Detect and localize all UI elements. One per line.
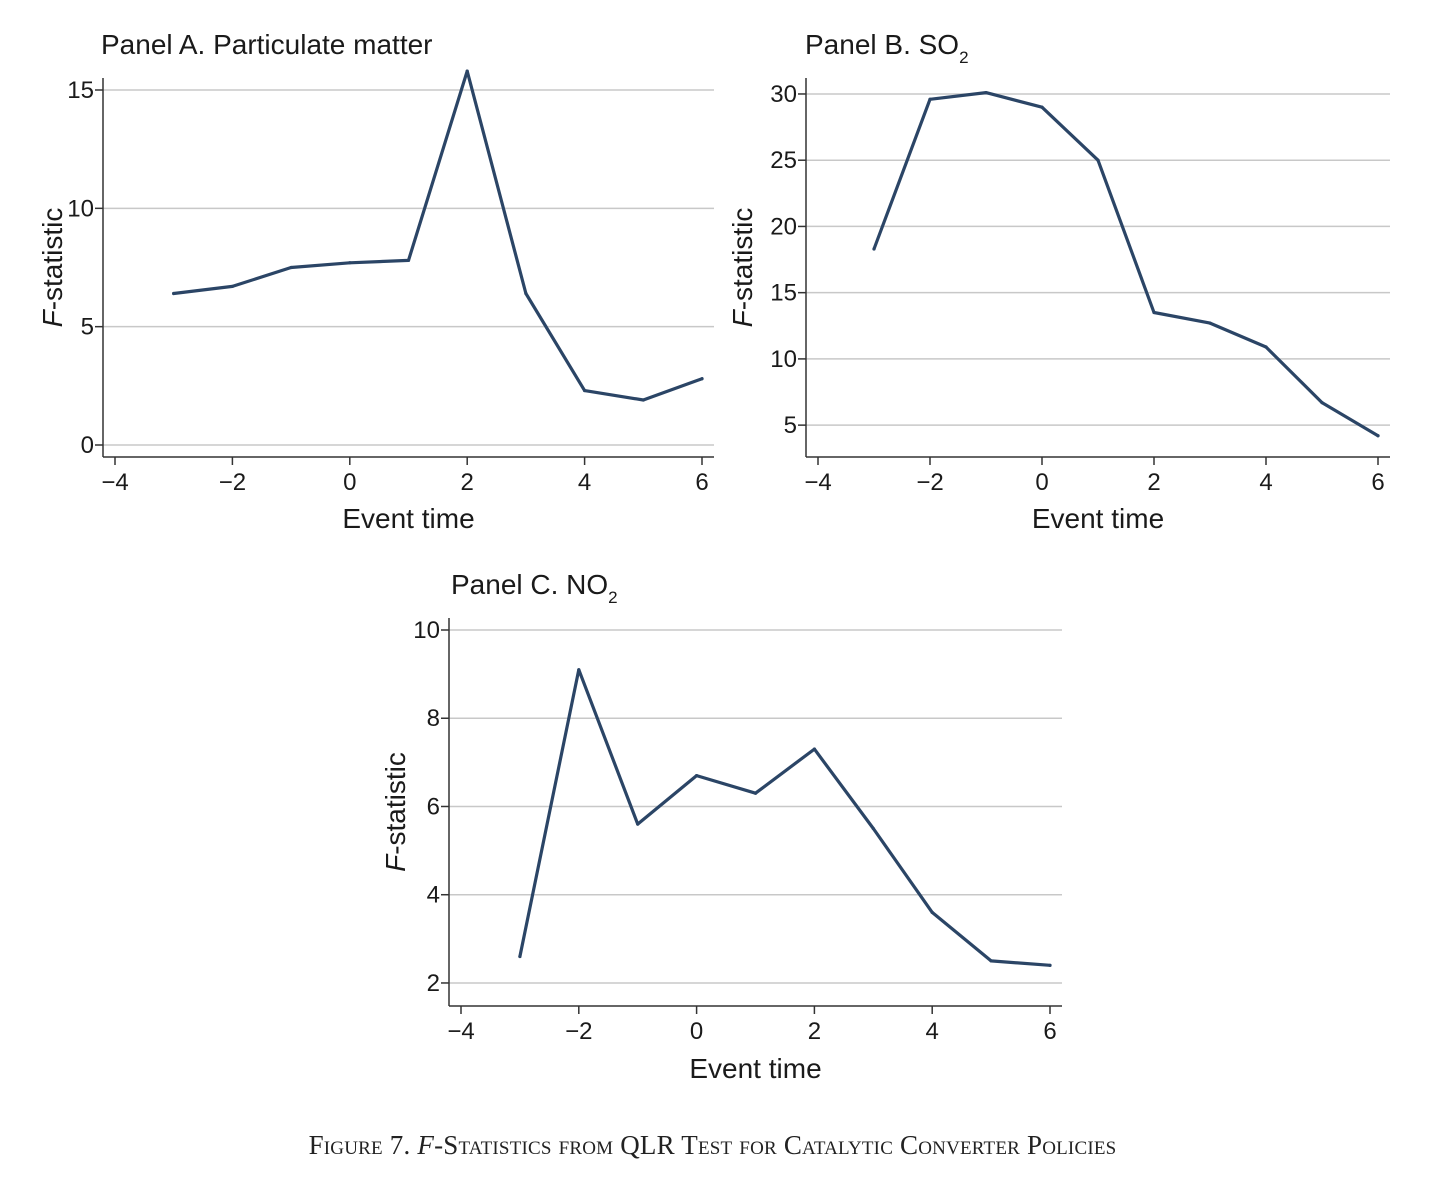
data-point	[872, 247, 876, 251]
y-tick-label: 6	[427, 793, 440, 820]
y-tick-label: 30	[770, 81, 797, 108]
panel-a: 0 5 10 15 −4 −2 0 2 4 6 Panel A. Particulate matte…	[37, 29, 714, 534]
x-tick-label: 4	[926, 1018, 939, 1045]
panel-title-main: Panel B. SO	[805, 29, 959, 60]
y-axis-label-rest: -statistic	[37, 208, 68, 311]
x-axis-label: Event time	[1032, 503, 1164, 534]
figure-caption: Figure 7. F-Statistics from QLR Test for…	[0, 1130, 1425, 1161]
data-point	[1096, 158, 1100, 162]
data-point	[753, 791, 758, 795]
data-point	[871, 826, 875, 831]
data-point	[406, 258, 411, 262]
panel-title: Panel B. SO2	[805, 29, 969, 67]
data-point	[700, 377, 704, 381]
caption-f-letter: F	[417, 1130, 435, 1160]
x-tick-label: 6	[695, 469, 708, 496]
x-tick-label: 4	[578, 469, 591, 496]
x-tick-label: −2	[565, 1018, 592, 1045]
y-tick-label: 15	[67, 77, 94, 104]
data-point	[348, 261, 352, 265]
data-point	[1040, 105, 1044, 109]
x-tick-label: 0	[1035, 469, 1048, 496]
x-tick-label: −2	[219, 469, 246, 496]
data-point	[1152, 310, 1156, 315]
panel-title: Panel C. NO2	[451, 569, 618, 607]
y-axis-label: F-statistic	[37, 208, 68, 328]
panel-title-subscript: 2	[959, 48, 968, 67]
data-point	[930, 910, 934, 914]
y-tick-label: 10	[413, 617, 440, 644]
data-point	[172, 291, 176, 296]
caption-title: -Statistics from QLR Test for Catalytic …	[434, 1130, 1117, 1160]
y-tick-label: 8	[427, 705, 440, 732]
x-tick-label: 2	[461, 469, 474, 496]
y-tick-label: 0	[81, 432, 94, 459]
data-point	[465, 69, 469, 73]
data-point	[695, 774, 699, 778]
y-tick-label: 10	[770, 346, 797, 373]
y-tick-label: 25	[770, 147, 797, 174]
series-line	[518, 668, 1052, 967]
y-tick-label: 4	[427, 882, 440, 909]
x-tick-label: 4	[1259, 469, 1272, 496]
x-axis-label: Event time	[689, 1053, 821, 1084]
data-point	[518, 954, 522, 959]
data-point	[984, 91, 988, 95]
x-tick-label: 2	[1147, 469, 1160, 496]
x-tick-label: 2	[808, 1018, 821, 1045]
panel-title-main: Panel A. Particulate matter	[101, 29, 433, 60]
y-tick-label: 20	[770, 213, 797, 240]
y-tick-label: 10	[67, 195, 94, 222]
data-point	[289, 265, 293, 270]
data-point	[636, 822, 640, 826]
y-axis-label-rest: -statistic	[727, 208, 758, 311]
y-axis-label-italic: F	[727, 308, 758, 327]
data-point	[1208, 321, 1212, 325]
x-tick-label: −4	[447, 1018, 474, 1045]
x-tick-label: 0	[690, 1018, 703, 1045]
data-point	[583, 388, 587, 393]
y-tick-label: 15	[770, 280, 797, 307]
data-point	[524, 291, 528, 296]
y-tick-label: 2	[427, 970, 440, 997]
panel-title: Panel A. Particulate matter	[101, 29, 433, 60]
data-point	[1320, 401, 1324, 405]
y-axis-label-italic: F	[37, 308, 68, 327]
y-axis-label-rest: -statistic	[380, 752, 411, 855]
y-axis-label: F-statistic	[380, 752, 411, 872]
data-point	[989, 959, 993, 963]
y-axis-label: F-statistic	[727, 208, 758, 328]
panel-title-main: Panel C. NO	[451, 569, 608, 600]
data-point	[928, 97, 932, 101]
data-point	[812, 747, 817, 751]
data-point	[641, 398, 645, 402]
series-line	[172, 69, 704, 402]
data-point	[1048, 963, 1052, 967]
x-tick-label: −4	[804, 469, 831, 496]
data-point	[1264, 345, 1268, 349]
x-tick-label: −2	[916, 469, 943, 496]
panel-title-subscript: 2	[608, 588, 617, 607]
x-tick-label: 6	[1043, 1018, 1056, 1045]
x-axis-label: Event time	[342, 503, 474, 534]
data-point	[230, 284, 234, 289]
data-point	[1376, 434, 1380, 438]
y-tick-label: 5	[81, 314, 94, 341]
x-tick-label: −4	[101, 469, 128, 496]
data-point	[577, 668, 581, 672]
y-tick-label: 5	[784, 412, 797, 439]
series-line	[872, 90, 1380, 438]
x-tick-label: 0	[343, 469, 356, 496]
y-axis-label-italic: F	[380, 853, 411, 872]
x-tick-label: 6	[1371, 469, 1384, 496]
caption-figure-label: Figure 7.	[308, 1130, 411, 1160]
